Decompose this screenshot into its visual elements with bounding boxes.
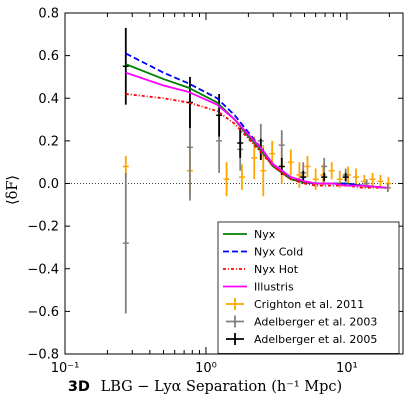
legend-label-1: Nyx Cold [254,246,303,259]
x-tick-label-0: 10⁻¹ [51,361,80,376]
legend-label-3: Illustris [254,281,294,294]
x-tick-label-1: 10⁰ [195,361,217,376]
legend-label-6: Adelberger et al. 2005 [254,333,377,346]
series-line-3 [125,71,387,189]
y-tick-label-3: 0.2 [38,134,59,149]
errorbar-layer [122,27,392,314]
y-tick-label-5: −0.2 [27,220,59,235]
y-tick-label-7: −0.6 [27,305,59,320]
series-line-2 [125,93,387,189]
y-tick-label-6: −0.4 [27,262,59,277]
legend-label-4: Crighton et al. 2011 [254,298,364,311]
errorbar-series-0 [122,136,392,197]
x-axis-label: 3D LBG − Lyα Separation (h⁻¹ Mpc) [68,379,342,395]
y-tick-label-1: 0.6 [38,49,59,64]
legend-label-0: Nyx [254,228,276,241]
y-tick-label-4: 0.0 [38,177,59,192]
x-tick-label-2: 10¹ [336,361,358,376]
series-layer [125,52,387,189]
series-line-1 [125,52,387,189]
tick-layer: 0.8 0.6 0.4 0.2 0.0 −0.2 −0.4 −0.6 −0.810⁻¹ 10⁰ 10… [27,7,403,376]
y-tick-label-0: 0.8 [38,7,59,22]
legend-box [217,221,400,354]
y-axis-label: ⟨δF⟩ [5,175,21,205]
legend-label-5: Adelberger et al. 2003 [254,316,377,329]
x-axis-label-text: LBG − Lyα Separation (h⁻¹ Mpc) [101,379,343,395]
legend-label-2: Nyx Hot [254,263,299,276]
legend: Nyx Nyx Cold Nyx Hot Illustris Crighton et a… [217,221,400,354]
x-axis-label-prefix: 3D [68,379,90,395]
y-tick-label-2: 0.4 [38,92,59,107]
y-tick-label-8: −0.8 [27,348,59,363]
plot-frame [64,12,404,355]
